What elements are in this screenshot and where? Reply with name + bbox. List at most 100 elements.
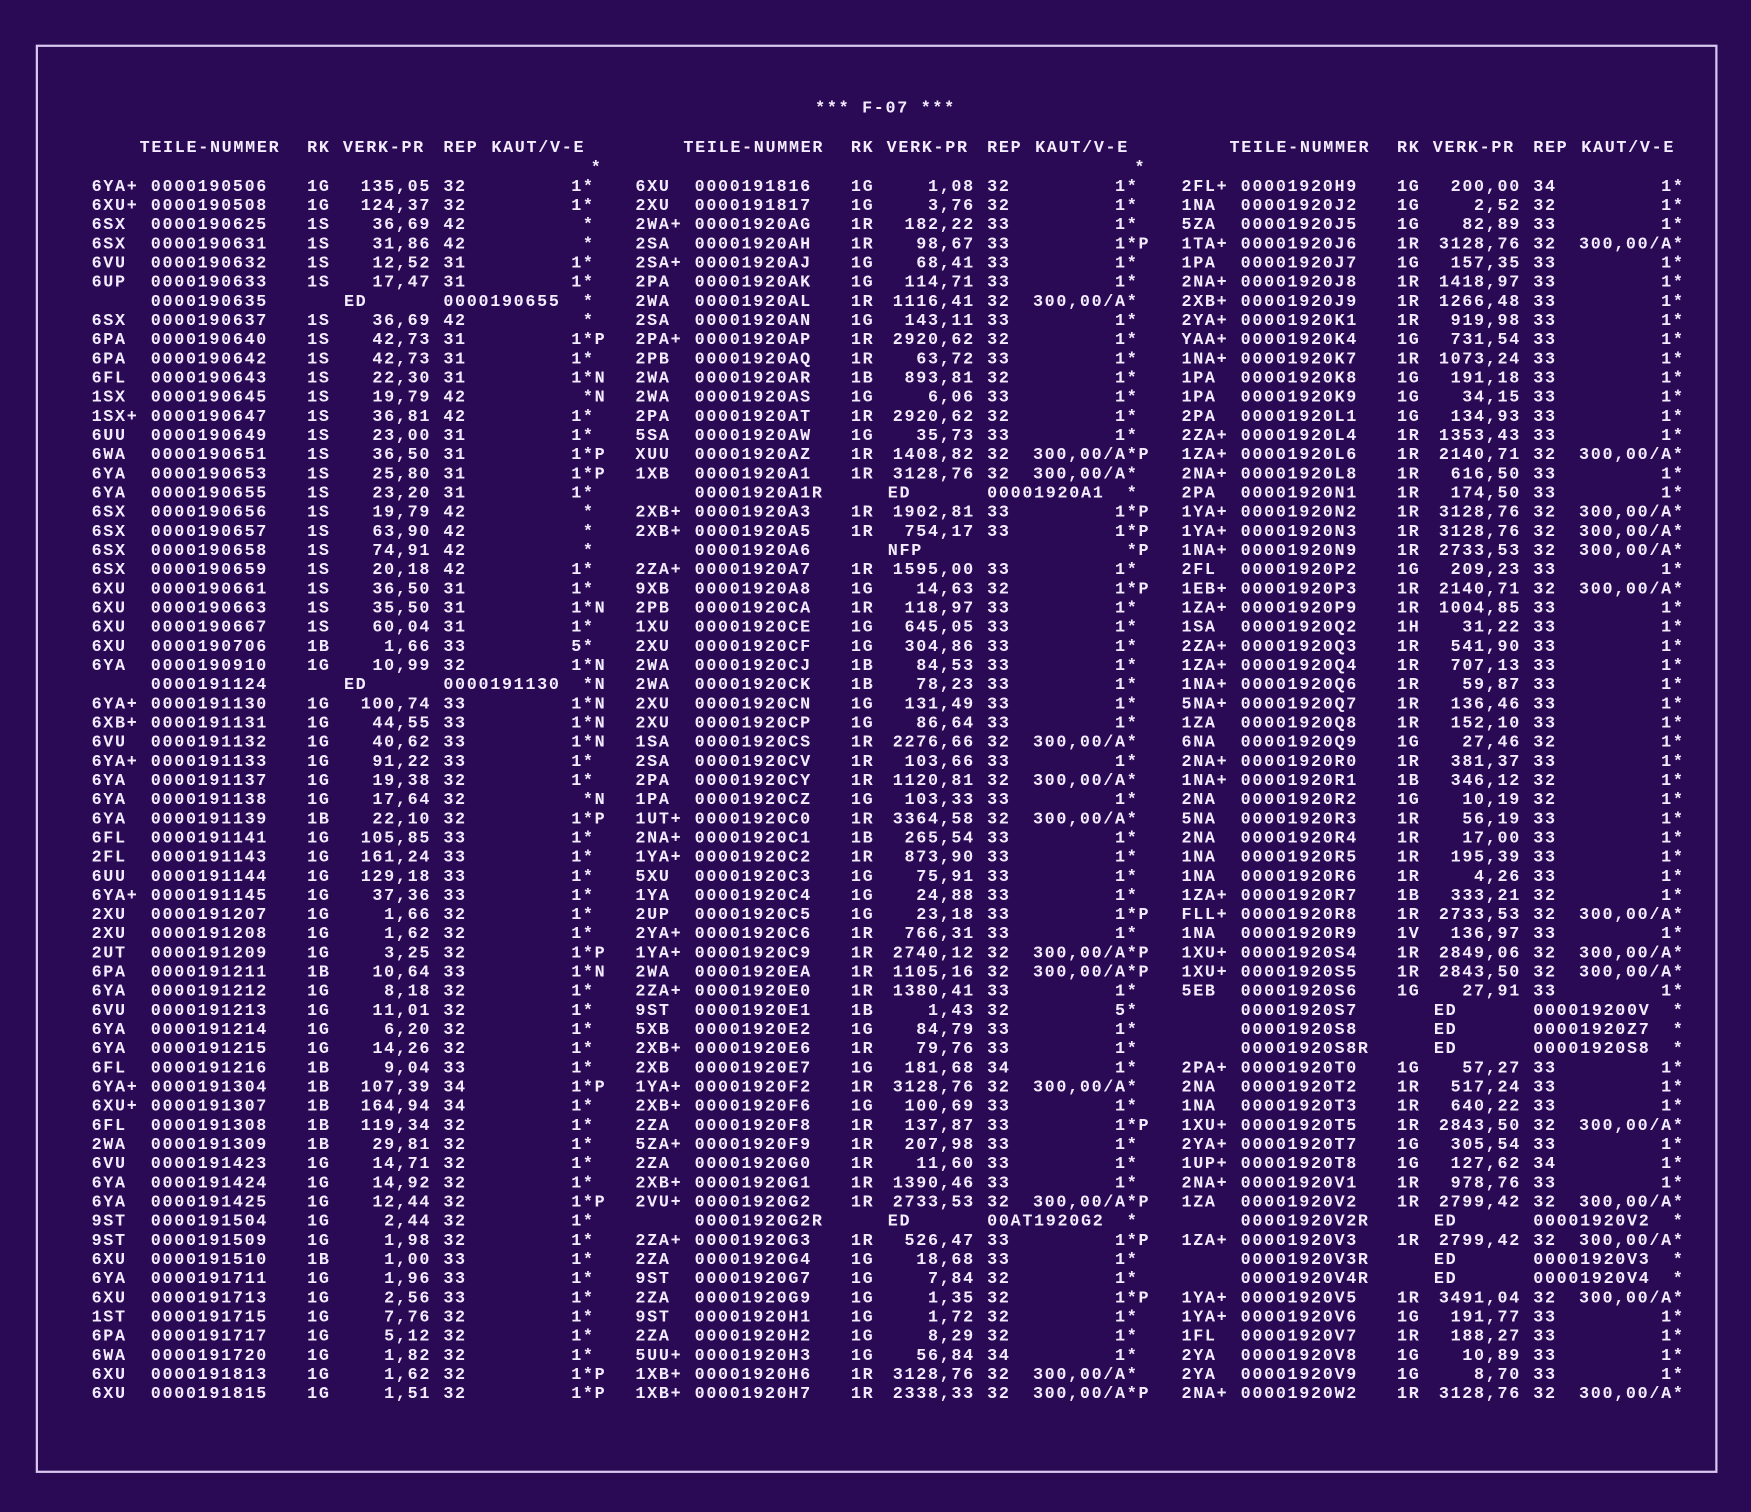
part-number: 0000191510 — [151, 1251, 268, 1270]
prefix: 1UP+ — [1181, 1155, 1228, 1174]
rep: 33 — [987, 599, 1010, 618]
rep: 32 — [443, 1213, 466, 1232]
part-number: 00001920CE — [695, 619, 812, 638]
price: 98,67 — [916, 235, 975, 254]
prefix: 2FL — [92, 849, 127, 868]
part-number: 0000191309 — [151, 1136, 268, 1155]
price: 22,30 — [372, 370, 431, 389]
rep: 32 — [443, 657, 466, 676]
rep: 33 — [987, 1098, 1010, 1117]
rk: 1S — [307, 542, 330, 561]
price: 766,31 — [905, 925, 975, 944]
kaut-ve: 1* — [1115, 753, 1138, 772]
header-rk: RK — [307, 139, 330, 158]
price: 3128,76 — [1439, 1385, 1521, 1404]
part-number: 00001920A1 — [695, 465, 812, 484]
part-number: 00001920C3 — [695, 868, 812, 887]
kaut-ve: 1* — [1661, 1059, 1684, 1078]
rep: 33 — [1533, 331, 1556, 350]
rep: 33 — [1533, 293, 1556, 312]
part-number: 0000191207 — [151, 906, 268, 925]
part-number: 0000191307 — [151, 1098, 268, 1117]
rk: 1R — [1397, 293, 1420, 312]
part-number: 00001920H3 — [695, 1347, 812, 1366]
price: 78,23 — [916, 676, 975, 695]
part-number: 00001920C1 — [695, 829, 812, 848]
rep: 32 — [987, 293, 1010, 312]
price: 63,90 — [372, 523, 431, 542]
price: 84,53 — [916, 657, 975, 676]
price: 1,82 — [384, 1347, 431, 1366]
price: 74,91 — [372, 542, 431, 561]
price: 2733,53 — [893, 1194, 975, 1213]
kaut-ve: 1* — [1115, 370, 1138, 389]
price: 1595,00 — [893, 561, 975, 580]
rk: 1G — [307, 925, 330, 944]
price: 84,79 — [916, 1021, 975, 1040]
prefix: 1SX — [92, 389, 127, 408]
kaut-ve: 1*N — [571, 734, 606, 753]
price: 1073,24 — [1439, 350, 1521, 369]
prefix: 1NA — [1181, 868, 1216, 887]
reference: 00001920V2 — [1533, 1213, 1650, 1232]
part-number: 00001920F8 — [695, 1117, 812, 1136]
prefix: 1FL — [1181, 1328, 1216, 1347]
prefix: 9ST — [92, 1213, 127, 1232]
kaut-ve: 300,00/A* — [1579, 906, 1685, 925]
price: 136,46 — [1451, 695, 1521, 714]
rk: 1R — [851, 446, 874, 465]
part-number: 00001920L8 — [1241, 465, 1358, 484]
price: 645,05 — [905, 619, 975, 638]
rep: 33 — [1533, 753, 1556, 772]
part-number: 0000190910 — [151, 657, 268, 676]
part-number: 00001920K4 — [1241, 331, 1358, 350]
price: 265,54 — [905, 829, 975, 848]
rk: 1G — [851, 695, 874, 714]
prefix: 2YA+ — [635, 925, 682, 944]
part-number: 00001920R5 — [1241, 849, 1358, 868]
rk: 1B — [851, 370, 874, 389]
price: 1116,41 — [893, 293, 975, 312]
price: 3128,76 — [893, 465, 975, 484]
price: 1120,81 — [893, 772, 975, 791]
prefix: 1XB+ — [635, 1366, 682, 1385]
part-number: 0000190658 — [151, 542, 268, 561]
part-number: 00001920E2 — [695, 1021, 812, 1040]
kaut-ve: 300,00/A* — [1033, 465, 1139, 484]
rep: 33 — [1533, 983, 1556, 1002]
header-kaut: KAUT/V-E — [1581, 139, 1675, 158]
prefix: 6XU — [92, 1289, 127, 1308]
part-number: 0000191817 — [695, 197, 812, 216]
part-number: 00001920Q7 — [1241, 695, 1358, 714]
kaut-ve: * — [583, 504, 595, 523]
part-number: 00001920AG — [695, 216, 812, 235]
part-number: 00001920L6 — [1241, 446, 1358, 465]
kaut-ve: * — [583, 542, 595, 561]
prefix: 6XB+ — [92, 714, 139, 733]
part-number: 0000191138 — [151, 791, 268, 810]
kaut-ve: 300,00/A* — [1033, 734, 1139, 753]
rep: 33 — [987, 1251, 1010, 1270]
rk: 1G — [1397, 734, 1420, 753]
prefix: 9ST — [635, 1002, 670, 1021]
rk: 1S — [307, 235, 330, 254]
part-number: 00001920AK — [695, 274, 812, 293]
prefix: 1NA+ — [1181, 676, 1228, 695]
price: 3,76 — [928, 197, 975, 216]
price: 1353,43 — [1439, 427, 1521, 446]
prefix: 2NA+ — [1181, 274, 1228, 293]
part-number: 00001920P9 — [1241, 599, 1358, 618]
rk: 1G — [851, 714, 874, 733]
prefix: 1UT+ — [635, 810, 682, 829]
rep: 33 — [1533, 657, 1556, 676]
rk: 1R — [1397, 810, 1420, 829]
rep: 33 — [987, 1040, 1010, 1059]
rep: 33 — [443, 829, 466, 848]
part-number: 0000191815 — [151, 1385, 268, 1404]
kaut-ve: 1* — [1115, 1270, 1138, 1289]
rep: 32 — [443, 197, 466, 216]
prefix: 5ZA+ — [635, 1136, 682, 1155]
kaut-ve: 1* — [1115, 676, 1138, 695]
kaut-ve: 1* — [1661, 485, 1684, 504]
kaut-ve: 1* — [1115, 1136, 1138, 1155]
